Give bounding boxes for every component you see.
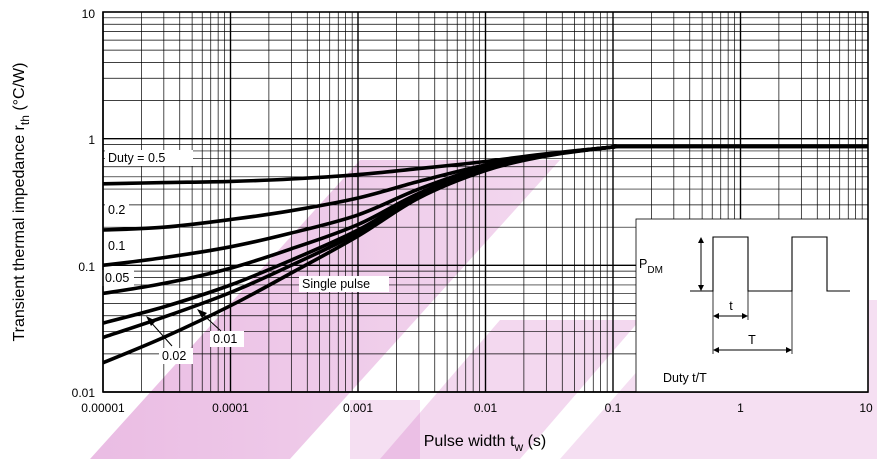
label-duty-0-2: 0.2: [108, 203, 125, 217]
y-tick-label: 1: [88, 133, 95, 147]
arrow-head: [146, 316, 156, 326]
label-single-pulse: Single pulse: [302, 277, 370, 291]
x-tick-label: 10: [859, 401, 873, 415]
label-duty-0-05-bg: [102, 270, 134, 286]
label-duty-0-1: 0.1: [108, 239, 125, 253]
label-duty-0-5: Duty = 0.5: [108, 151, 165, 165]
label-duty-0-5-bg: [105, 150, 193, 166]
label-duty-0-02-bg: [159, 348, 193, 364]
arrow-head: [698, 285, 704, 291]
inset-t-label: t: [729, 299, 733, 313]
y-tick-label: 10: [82, 7, 96, 21]
arrow-head: [742, 313, 748, 319]
plot-frame: [102, 11, 869, 393]
arrow-head: [713, 347, 719, 353]
label-duty-0-02: 0.02: [162, 349, 186, 363]
pdm-label: PDM: [639, 257, 663, 276]
y-tick-labels: 0.01 0.1 1 10: [72, 7, 96, 400]
x-tick-label: 0.01: [474, 401, 498, 415]
label-duty-0-1-bg: [105, 238, 129, 254]
arrow-head: [698, 237, 704, 243]
label-duty-0-01-bg: [210, 331, 244, 347]
label-duty-0-2-bg: [105, 202, 129, 218]
x-tick-label: 0.001: [343, 401, 373, 415]
x-tick-label: 0.00001: [81, 401, 125, 415]
label-single-pulse-bg: [299, 276, 389, 292]
y-axis-title: Transient thermal impedance rth (°C/W): [11, 62, 32, 341]
waveform-inset: PDM t T Duty t/T: [635, 218, 869, 393]
curve-duty-single-pulse: [102, 144, 868, 365]
inset-T-label: T: [748, 333, 756, 347]
arrow-head: [197, 309, 207, 318]
y-tick-label: 0.1: [78, 260, 95, 274]
y-tick-label: 0.01: [72, 386, 96, 400]
inset-box: [635, 218, 869, 393]
duty-formula-label: Duty t/T: [663, 371, 707, 385]
x-tick-label: 1: [737, 401, 744, 415]
curves-layer: [102, 144, 868, 365]
label-duty-0-05: 0.05: [105, 271, 129, 285]
label-duty-0-01: 0.01: [213, 332, 237, 346]
arrow-head: [713, 313, 719, 319]
x-tick-label: 0.1: [605, 401, 622, 415]
x-tick-labels: 0.00001 0.0001 0.001 0.01 0.1 1 10: [81, 401, 873, 415]
pulse-waveform: [690, 236, 850, 292]
x-axis-title: Pulse width tw (s): [424, 433, 547, 454]
curve-labels: Duty = 0.5 0.2 0.1 0.05 Single pulse 0.02 0.01: [102, 150, 389, 364]
arrow-head: [786, 347, 792, 353]
x-tick-label: 0.0001: [212, 401, 249, 415]
